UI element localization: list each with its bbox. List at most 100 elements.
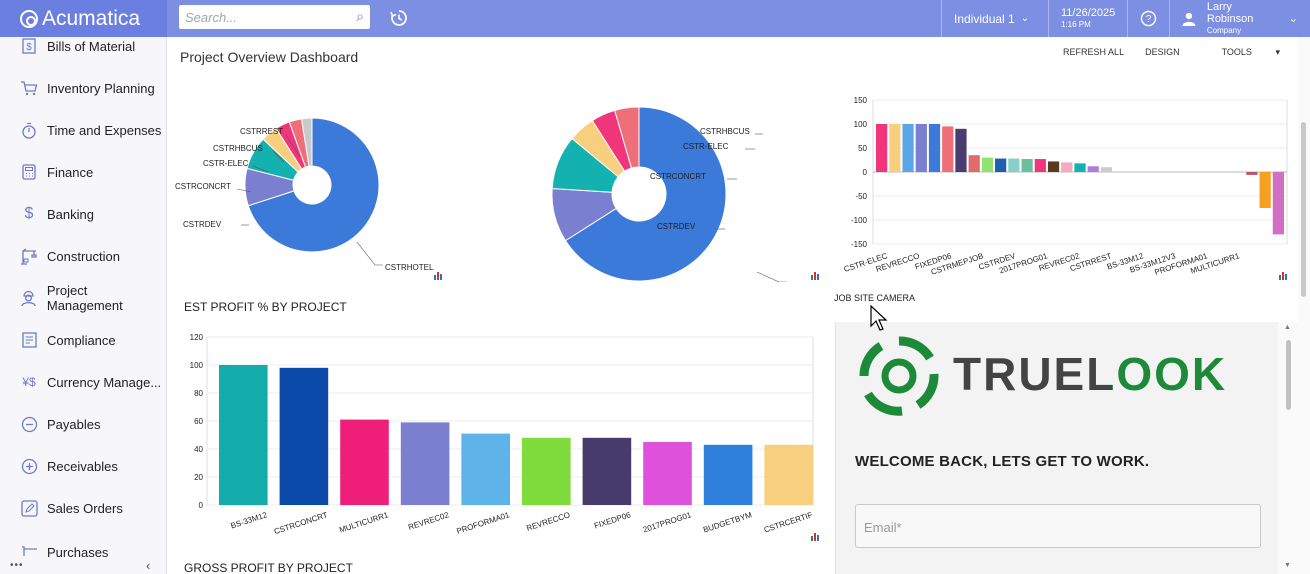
top-bar: Acumatica Search... ⌕ Individual 1 ⌄ 11/… bbox=[0, 0, 1310, 37]
more-button[interactable]: ••• bbox=[10, 560, 24, 571]
chart-type-icon[interactable] bbox=[1278, 270, 1288, 280]
job-site-camera-title: JOB SITE CAMERA bbox=[834, 293, 916, 303]
search-icon[interactable]: ⌕ bbox=[356, 8, 364, 24]
pie-label: CSTRCONCRT bbox=[650, 172, 706, 181]
bar bbox=[703, 444, 753, 505]
chart-type-icon[interactable] bbox=[433, 270, 443, 280]
page-scroll-thumb[interactable] bbox=[1301, 122, 1306, 297]
bar4-content: 0 20 40 60 80 100 120 BS-33M12 CSTRCONCRT MULTICU… bbox=[190, 333, 814, 536]
page-scrollbar[interactable] bbox=[1298, 37, 1310, 574]
minus-circle-icon bbox=[20, 415, 38, 433]
sidebar-item-finance[interactable]: Finance bbox=[0, 152, 166, 192]
sidebar-item-label: Compliance bbox=[47, 332, 116, 348]
date-time[interactable]: 11/26/2025 1:16 PM bbox=[1048, 0, 1127, 37]
gross-profit-title: GROSS PROFIT BY PROJECT bbox=[184, 561, 353, 574]
camera-scroll-thumb[interactable] bbox=[1286, 340, 1291, 410]
tenant-selector[interactable]: Individual 1 ⌄ bbox=[941, 0, 1048, 37]
checklist-icon bbox=[20, 331, 38, 349]
camera-frame: TRUELOOK WELCOME BACK, LETS GET TO WORK.… bbox=[835, 322, 1279, 574]
bar bbox=[1087, 166, 1099, 172]
bar bbox=[643, 442, 692, 505]
sidebar-item-sales-orders[interactable]: Sales Orders bbox=[0, 488, 166, 528]
pie-label: CSTRHOTEL bbox=[385, 263, 434, 272]
scroll-up-icon[interactable]: ▲ bbox=[1284, 324, 1291, 331]
purchases-icon bbox=[20, 542, 38, 560]
camera-scrollbar[interactable]: ▲ ▼ bbox=[1278, 322, 1298, 574]
truelook-logo-icon bbox=[859, 336, 939, 416]
tools-label: TOOLS bbox=[1221, 47, 1252, 57]
sidebar-item-construction[interactable]: Construction bbox=[0, 236, 166, 276]
bar bbox=[1034, 159, 1046, 172]
crane-icon bbox=[20, 247, 38, 265]
x-tick-label: FIXEDP06 bbox=[593, 510, 632, 530]
dollar-icon: $ bbox=[24, 205, 34, 222]
x-tick-label: CSTRCONCRT bbox=[273, 510, 329, 536]
bar bbox=[340, 419, 389, 505]
x-tick-label: BS-33M12 bbox=[229, 510, 268, 530]
bar bbox=[279, 367, 329, 505]
bar bbox=[942, 126, 954, 172]
sidebar-item-label: Purchases bbox=[47, 545, 109, 560]
chart-type-icon[interactable] bbox=[810, 270, 820, 280]
y-tick-label: -150 bbox=[851, 240, 868, 249]
sidebar-item-compliance[interactable]: Compliance bbox=[0, 320, 166, 360]
refresh-all-button[interactable]: REFRESH ALL bbox=[1063, 47, 1125, 57]
calculator-icon bbox=[20, 163, 38, 181]
help-button[interactable]: ? bbox=[1127, 0, 1169, 37]
tenant-label: Individual 1 bbox=[954, 11, 1015, 26]
sidebar-item-bills-of-material[interactable]: $ Bills of Material bbox=[0, 37, 166, 66]
chevron-down-icon: ⌄ bbox=[1020, 13, 1030, 24]
search-input[interactable]: Search... ⌕ bbox=[179, 5, 370, 29]
acumatica-logo-icon bbox=[20, 9, 38, 28]
sidebar-item-receivables[interactable]: Receivables bbox=[0, 446, 166, 486]
sidebar-item-purchases[interactable]: Purchases bbox=[0, 530, 166, 560]
dashboard-toolbar: REFRESH ALL DESIGN TOOLS ▾ bbox=[1042, 47, 1280, 58]
sidebar-item-label: Time and Expenses bbox=[47, 122, 162, 138]
sidebar-item-project-management[interactable]: Project Management bbox=[0, 278, 166, 318]
pie1-slices: CSTRHOTEL CSTRDEV CSTRCONCRT CSTR-ELEC CSTRH… bbox=[175, 117, 434, 272]
search-placeholder: Search... bbox=[185, 10, 238, 25]
scroll-down-icon[interactable]: ▼ bbox=[1284, 562, 1291, 569]
user-menu[interactable]: Larry Robinson Company ⌄ bbox=[1169, 0, 1310, 37]
app-logo[interactable]: Acumatica bbox=[0, 0, 167, 37]
sidebar-item-label: Inventory Planning bbox=[47, 80, 155, 96]
sidebar-item-label: Project Management bbox=[46, 283, 123, 313]
pie-leader-line bbox=[252, 165, 269, 173]
sidebar-item-payables[interactable]: Payables bbox=[0, 404, 166, 444]
y-tick-label: -50 bbox=[855, 192, 867, 201]
pie-label: CSTR-ELEC bbox=[203, 159, 249, 168]
y-tick-label: 120 bbox=[190, 333, 204, 342]
design-button[interactable]: DESIGN bbox=[1145, 47, 1180, 57]
x-tick-label: MULTICURR1 bbox=[338, 510, 390, 534]
pie-chart-2: CSTRHOTELCSTRDEVCSTRCONCRTCSTR-ELECCSTRH… bbox=[551, 106, 787, 282]
bar bbox=[1100, 167, 1113, 172]
sidebar-item-currency-management[interactable]: ¥$ Currency Manage... bbox=[0, 362, 166, 402]
time-value: 1:16 PM bbox=[1061, 19, 1091, 29]
x-tick-label: REVRECCO bbox=[525, 510, 571, 533]
stopwatch-icon bbox=[20, 121, 38, 139]
tools-button[interactable]: TOOLS ▾ bbox=[1201, 47, 1280, 58]
pie-slice bbox=[247, 117, 380, 253]
y-tick-label: 50 bbox=[858, 144, 867, 153]
pie-leader-line bbox=[756, 271, 787, 282]
bar bbox=[915, 124, 927, 172]
history-icon[interactable] bbox=[388, 7, 410, 29]
sidebar-item-banking[interactable]: $ Banking bbox=[0, 194, 166, 234]
collapse-sidebar-icon[interactable]: ‹ bbox=[146, 558, 151, 573]
pie-leader-line bbox=[356, 241, 383, 266]
pie-slice bbox=[614, 106, 640, 169]
pie-leader-line bbox=[236, 188, 252, 193]
caret-down-icon: ▾ bbox=[1275, 47, 1280, 57]
bar bbox=[764, 444, 813, 505]
page-title: Project Overview Dashboard bbox=[180, 49, 359, 65]
email-field[interactable]: Email* bbox=[855, 504, 1261, 548]
sidebar-item-inventory-planning[interactable]: Inventory Planning bbox=[0, 68, 166, 108]
bar bbox=[1272, 172, 1284, 235]
pie-chart-1: CSTRHOTEL CSTRDEV CSTRCONCRT CSTR-ELEC CSTRH… bbox=[175, 117, 434, 272]
chart-type-icon[interactable] bbox=[810, 531, 820, 541]
est-profit-chart: 0 20 40 60 80 100 120 BS-33M12 CSTRCONCRT MULTICU… bbox=[190, 333, 814, 536]
sidebar-item-time-and-expenses[interactable]: Time and Expenses bbox=[0, 110, 166, 150]
bills-icon: $ bbox=[20, 37, 38, 55]
x-tick-label: 2017PROG01 bbox=[642, 510, 693, 534]
pie-leader-line bbox=[285, 134, 301, 158]
